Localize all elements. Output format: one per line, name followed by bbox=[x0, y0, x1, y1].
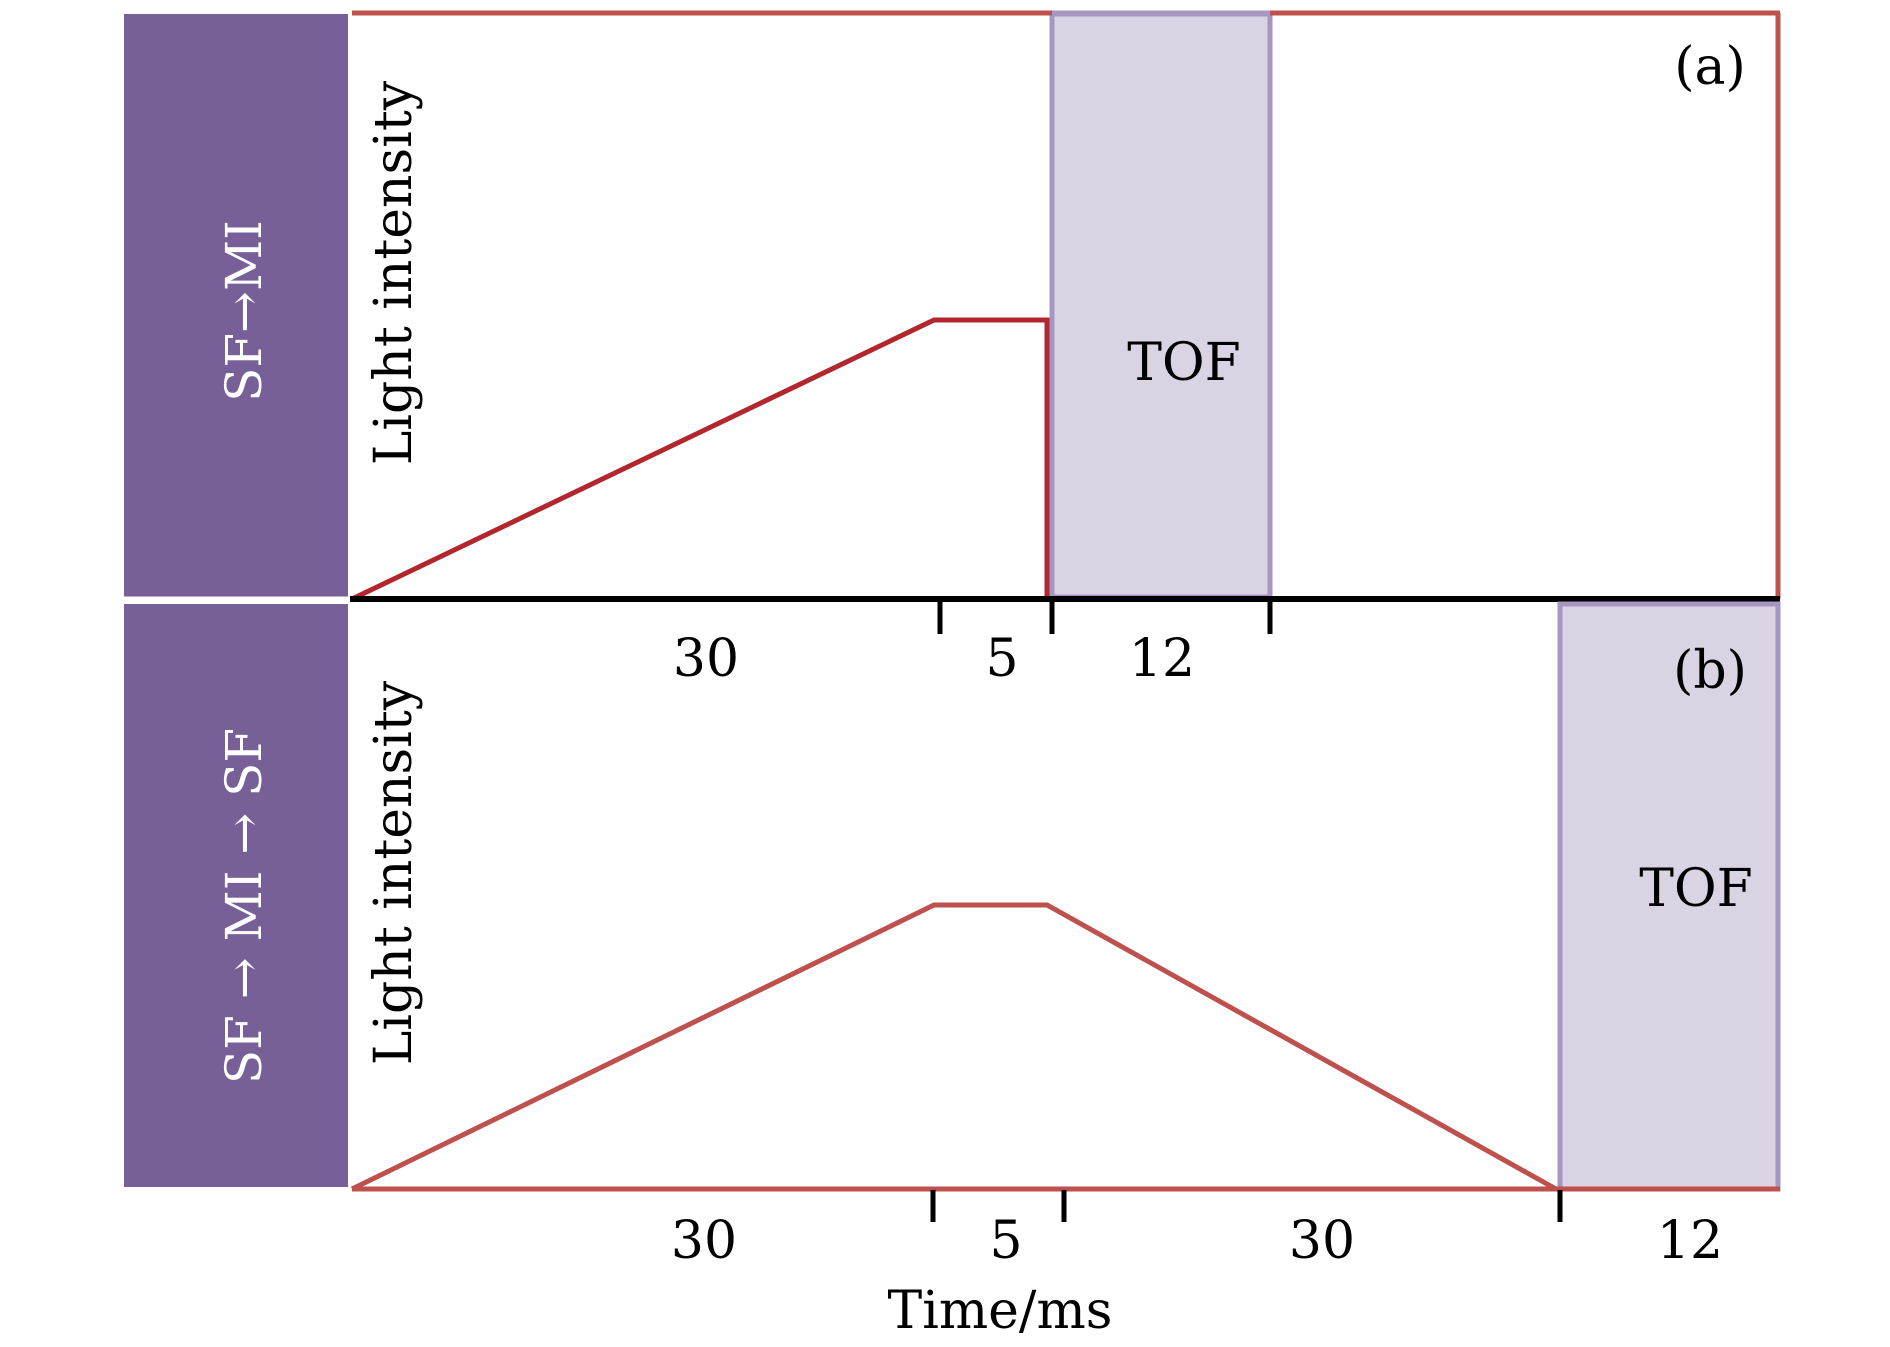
segment-label-b-2: 5 bbox=[989, 1211, 1022, 1271]
sidebar-b bbox=[124, 604, 348, 1187]
panel-a: SF→MI TOF Light intensity (a) 30 5 12 bbox=[124, 10, 1781, 689]
sidebar-label-b: SF → MI → SF bbox=[215, 728, 273, 1084]
intensity-ramp-b bbox=[350, 902, 1558, 1192]
tof-label-a: TOF bbox=[1127, 333, 1240, 393]
segment-label-a-1: 30 bbox=[673, 629, 739, 689]
sidebar-label-a: SF→MI bbox=[215, 220, 273, 402]
tof-region-b bbox=[1557, 601, 1781, 1192]
ylabel-a: Light intensity bbox=[364, 80, 424, 465]
tof-label-b: TOF bbox=[1639, 859, 1752, 919]
segment-label-b-4: 12 bbox=[1657, 1211, 1723, 1271]
segment-label-b-1: 30 bbox=[671, 1211, 737, 1271]
sidebar-a bbox=[124, 14, 348, 597]
panel-tag-b: (b) bbox=[1673, 641, 1747, 701]
ylabel-b: Light intensity bbox=[364, 680, 424, 1065]
tof-region-a bbox=[1049, 11, 1273, 600]
panel-b: SF → MI → SF TOF Light intensity (b) 30 … bbox=[124, 601, 1781, 1271]
x-axis-label: Time/ms bbox=[888, 1281, 1113, 1341]
segment-label-a-3: 12 bbox=[1129, 629, 1195, 689]
segment-label-a-2: 5 bbox=[985, 629, 1018, 689]
segment-label-b-3: 30 bbox=[1289, 1211, 1355, 1271]
intensity-ramp-a bbox=[350, 317, 1050, 602]
panel-tag-a: (a) bbox=[1674, 37, 1746, 97]
